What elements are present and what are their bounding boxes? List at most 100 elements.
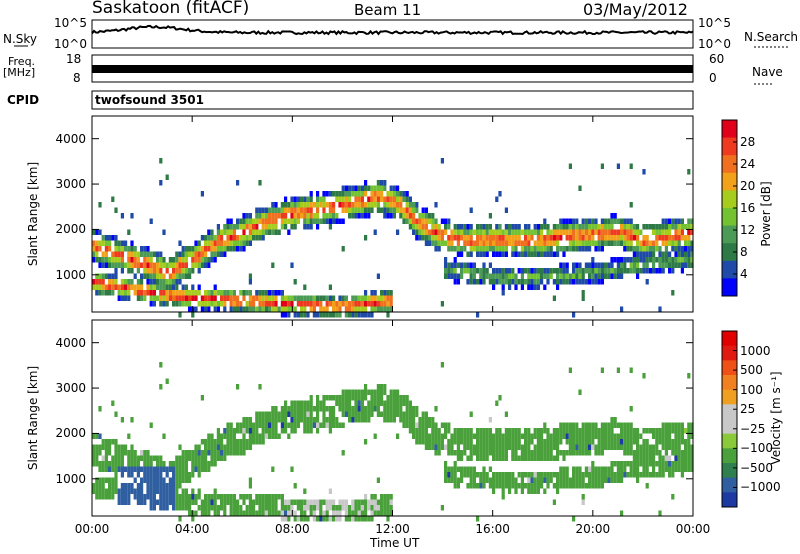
velocity-cell <box>568 367 572 373</box>
y-tick-label: 2000 <box>55 426 86 441</box>
velocity-cell <box>604 477 608 483</box>
power-cell <box>277 213 281 219</box>
power-cell <box>386 295 390 301</box>
power-cell <box>229 240 233 246</box>
velocity-cell <box>194 510 198 516</box>
power-cell <box>338 191 342 197</box>
power-cell <box>136 290 140 296</box>
velocity-cell <box>389 389 393 395</box>
power-cell <box>386 191 390 197</box>
power-cell <box>143 257 147 263</box>
power-cell <box>232 235 236 241</box>
power-cell <box>405 213 409 219</box>
velocity-cell <box>386 494 390 500</box>
power-cell <box>565 262 569 268</box>
power-cell <box>664 246 668 252</box>
velocity-cell <box>408 417 412 423</box>
power-cell <box>415 218 419 224</box>
power-cell <box>312 301 316 307</box>
velocity-cell <box>578 450 582 456</box>
velocity-cell <box>540 450 544 456</box>
power-cell <box>133 290 137 296</box>
power-cell <box>364 312 368 318</box>
velocity-cell <box>373 494 377 500</box>
power-cell <box>287 301 291 307</box>
velocity-cell <box>316 428 320 434</box>
velocity-cell <box>488 444 492 450</box>
velocity-cell <box>418 422 422 428</box>
power-cell <box>133 246 137 252</box>
velocity-cell <box>485 428 489 434</box>
velocity-cell <box>501 444 505 450</box>
power-cell <box>594 268 598 274</box>
power-cell <box>124 240 128 246</box>
velocity-cell <box>130 455 134 461</box>
power-cell <box>469 240 473 246</box>
velocity-cell <box>533 477 537 483</box>
power-cell <box>383 185 387 191</box>
velocity-cell <box>412 411 416 417</box>
velocity-cell <box>149 483 153 489</box>
velocity-cell <box>354 406 358 412</box>
freq-label: Freq. <box>8 55 36 68</box>
power-cell <box>146 262 150 268</box>
velocity-cell <box>268 411 272 417</box>
velocity-cell <box>626 461 630 467</box>
velocity-cell <box>220 439 224 445</box>
power-cell <box>351 301 355 307</box>
velocity-cell <box>479 433 483 439</box>
velocity-cell <box>543 444 547 450</box>
velocity-cell <box>296 411 300 417</box>
power-cell <box>248 295 252 301</box>
power-cell <box>162 279 166 285</box>
power-cell <box>149 268 153 274</box>
velocity-cell <box>424 444 428 450</box>
power-cell <box>565 229 569 235</box>
velocity-cell <box>188 505 192 511</box>
velocity-cell <box>172 466 176 472</box>
power-cell <box>552 235 556 241</box>
power-cell <box>284 306 288 312</box>
velocity-cell <box>274 411 278 417</box>
velocity-cell <box>530 477 534 483</box>
power-cell <box>322 218 326 224</box>
power-cell <box>684 235 688 241</box>
power-cell <box>181 268 185 274</box>
power-cell <box>341 218 345 224</box>
power-cell <box>418 218 422 224</box>
velocity-cell <box>114 477 118 483</box>
velocity-cell <box>344 406 348 412</box>
velocity-cell <box>120 483 124 489</box>
power-cell <box>312 306 316 312</box>
power-cell <box>424 218 428 224</box>
velocity-cell <box>296 417 300 423</box>
power-cell <box>661 251 665 257</box>
power-cell <box>293 213 297 219</box>
power-cell <box>207 301 211 307</box>
power-cell <box>367 295 371 301</box>
power-cell <box>568 229 572 235</box>
power-cell <box>632 257 636 263</box>
velocity-cell <box>581 428 585 434</box>
power-cell <box>136 284 140 290</box>
velocity-cell <box>581 433 585 439</box>
velocity-cell <box>376 395 380 401</box>
velocity-cell <box>671 450 675 456</box>
power-cell <box>239 218 243 224</box>
power-cell <box>341 207 345 213</box>
power-cell <box>664 240 668 246</box>
velocity-cell <box>437 433 441 439</box>
power-cell <box>562 229 566 235</box>
velocity-cell <box>338 505 342 511</box>
power-cell <box>360 185 364 191</box>
velocity-cell <box>98 461 102 467</box>
velocity-cell <box>434 406 438 412</box>
velocity-cell <box>194 444 198 450</box>
power-cell <box>357 301 361 307</box>
velocity-cell <box>274 494 278 500</box>
power-cell <box>668 251 672 257</box>
velocity-cell <box>354 516 358 522</box>
velocity-cell <box>184 477 188 483</box>
velocity-cell <box>527 433 531 439</box>
power-cell <box>117 246 121 252</box>
